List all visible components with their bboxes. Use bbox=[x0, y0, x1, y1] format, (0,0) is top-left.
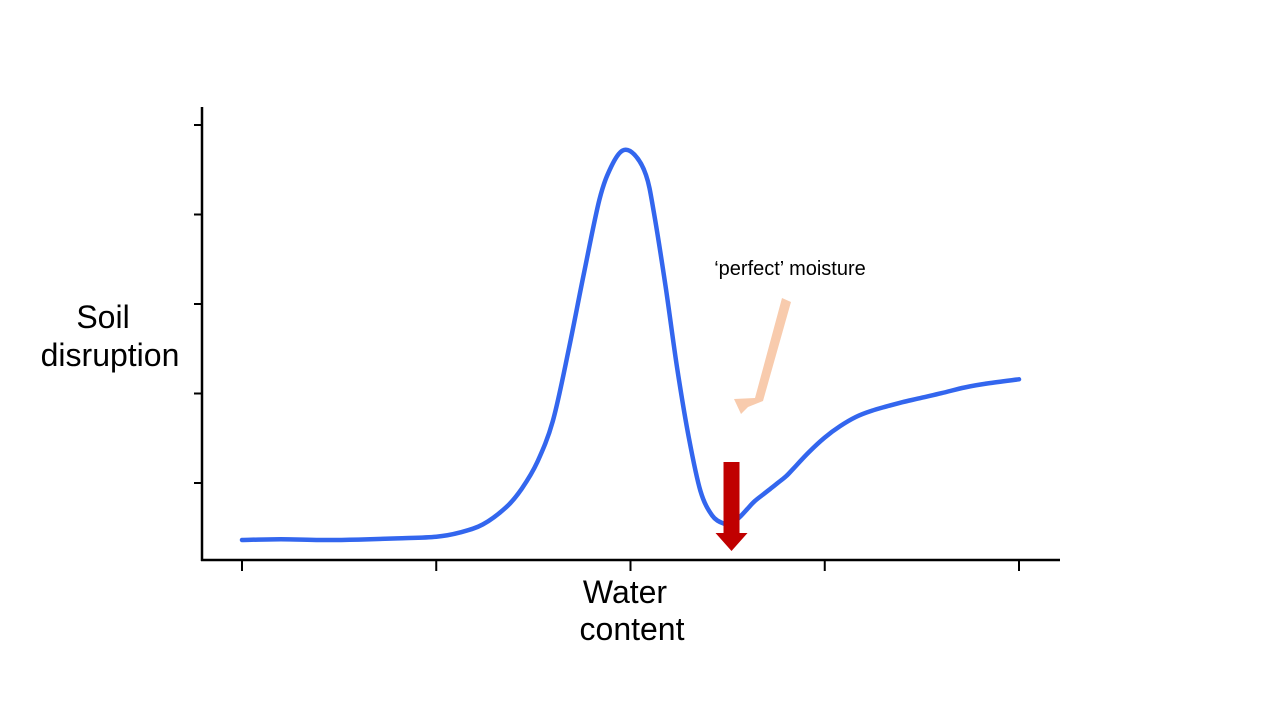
optimum-moisture-arrow bbox=[715, 462, 748, 551]
perfect-moisture-pointer-arrow bbox=[734, 298, 791, 414]
perfect-moisture-annotation: ‘perfect’ moisture bbox=[714, 258, 866, 280]
soil-disruption-curve bbox=[239, 147, 1022, 543]
y-axis-label-line-2: disruption bbox=[41, 337, 180, 373]
x-axis-label-line-2: content bbox=[580, 611, 685, 647]
y-axis-label-line-1: Soil bbox=[76, 299, 129, 335]
x-axis-label-line-1: Water bbox=[583, 574, 668, 610]
ticks-layer bbox=[194, 124, 1020, 571]
